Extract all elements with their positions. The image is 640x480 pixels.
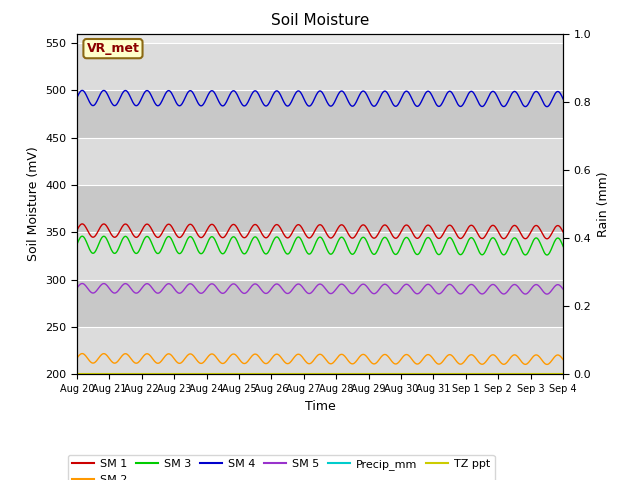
Bar [77,138,563,185]
Y-axis label: Soil Moisture (mV): Soil Moisture (mV) [27,146,40,262]
Bar [77,90,563,138]
Bar [77,43,563,90]
X-axis label: Time: Time [305,400,335,413]
Bar [77,232,563,280]
Legend: SM 1, SM 2, SM 3, SM 4, SM 5, Precip_mm, TZ ppt: SM 1, SM 2, SM 3, SM 4, SM 5, Precip_mm,… [68,455,495,480]
Text: VR_met: VR_met [86,42,140,55]
Bar [77,280,563,327]
Bar [77,327,563,374]
Bar [77,185,563,232]
Y-axis label: Rain (mm): Rain (mm) [597,171,610,237]
Title: Soil Moisture: Soil Moisture [271,13,369,28]
